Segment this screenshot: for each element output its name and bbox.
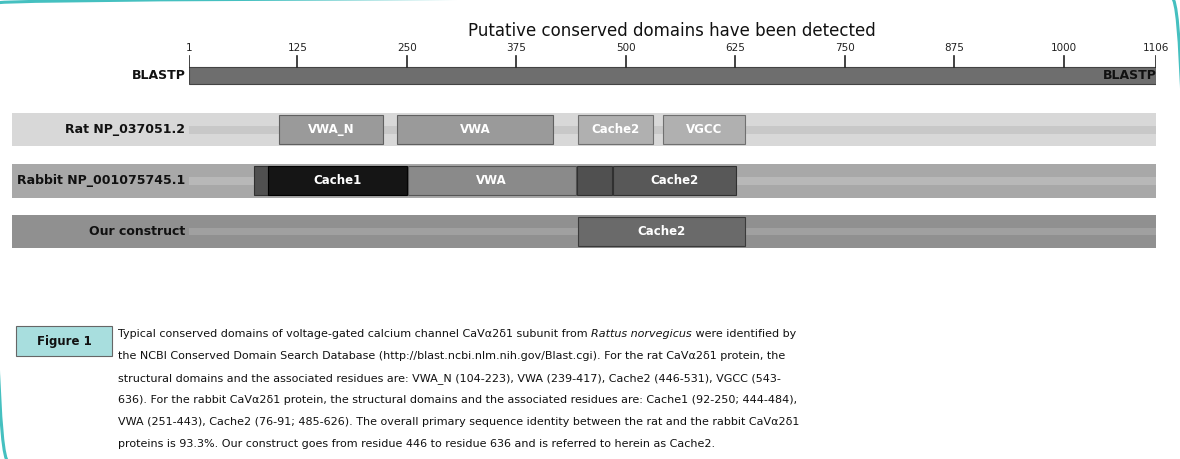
FancyBboxPatch shape — [17, 326, 112, 357]
Text: 250: 250 — [396, 43, 417, 53]
Text: VWA: VWA — [460, 123, 491, 136]
Text: Rattus norvegicus: Rattus norvegicus — [591, 329, 691, 339]
Text: 875: 875 — [944, 43, 964, 53]
Text: 1000: 1000 — [1050, 43, 1076, 53]
Text: VWA (251-443), Cache2 (76-91; 485-626). The overall primary sequence identity be: VWA (251-443), Cache2 (76-91; 485-626). … — [118, 417, 800, 427]
Text: 500: 500 — [616, 43, 636, 53]
Text: Putative conserved domains have been detected: Putative conserved domains have been det… — [468, 22, 876, 40]
Bar — [189, 215, 1156, 248]
Text: VGCC: VGCC — [686, 123, 722, 136]
Text: Cache1: Cache1 — [314, 174, 362, 187]
Bar — [578, 115, 653, 144]
Text: Cache2: Cache2 — [591, 123, 640, 136]
Bar — [278, 115, 384, 144]
Text: 625: 625 — [726, 43, 745, 53]
Text: Our construct: Our construct — [88, 225, 185, 238]
Bar — [577, 167, 611, 196]
Bar — [269, 167, 407, 196]
Text: Rat NP_037051.2: Rat NP_037051.2 — [65, 123, 185, 136]
Bar — [12, 164, 189, 197]
Bar — [612, 167, 736, 196]
Bar — [189, 67, 1156, 84]
Text: VWA: VWA — [477, 174, 507, 187]
Bar — [189, 228, 1155, 235]
Text: VWA_N: VWA_N — [308, 123, 354, 136]
Text: 750: 750 — [834, 43, 854, 53]
Text: Cache2: Cache2 — [650, 174, 699, 187]
Text: 1106: 1106 — [1143, 43, 1169, 53]
Bar — [189, 113, 1156, 146]
Text: Typical conserved domains of voltage-gated calcium channel CaVα2δ1 subunit from: Typical conserved domains of voltage-gat… — [118, 329, 591, 339]
Text: the NCBI Conserved Domain Search Database (http://blast.ncbi.nlm.nih.gov/Blast.c: the NCBI Conserved Domain Search Databas… — [118, 351, 786, 361]
Text: 125: 125 — [288, 43, 307, 53]
Bar — [189, 126, 1155, 134]
Bar — [255, 167, 268, 196]
Text: 375: 375 — [506, 43, 526, 53]
Bar — [408, 167, 576, 196]
Text: BLASTP: BLASTP — [131, 69, 185, 82]
Text: 1: 1 — [185, 43, 192, 53]
Bar — [189, 164, 1156, 197]
Bar — [578, 217, 745, 246]
Text: structural domains and the associated residues are: VWA_N (104-223), VWA (239-41: structural domains and the associated re… — [118, 373, 781, 384]
Bar — [12, 215, 189, 248]
Text: Rabbit NP_001075745.1: Rabbit NP_001075745.1 — [17, 174, 185, 187]
Text: 636). For the rabbit CaVα2δ1 protein, the structural domains and the associated : 636). For the rabbit CaVα2δ1 protein, th… — [118, 395, 798, 405]
Text: proteins is 93.3%. Our construct goes from residue 446 to residue 636 and is ref: proteins is 93.3%. Our construct goes fr… — [118, 439, 715, 449]
Text: Figure 1: Figure 1 — [37, 335, 92, 348]
Bar — [12, 113, 189, 146]
Text: BLASTP: BLASTP — [1102, 69, 1156, 82]
Bar — [189, 177, 1155, 185]
Bar — [398, 115, 553, 144]
Text: Cache2: Cache2 — [637, 225, 686, 238]
Text: were identified by: were identified by — [691, 329, 796, 339]
Bar — [663, 115, 745, 144]
